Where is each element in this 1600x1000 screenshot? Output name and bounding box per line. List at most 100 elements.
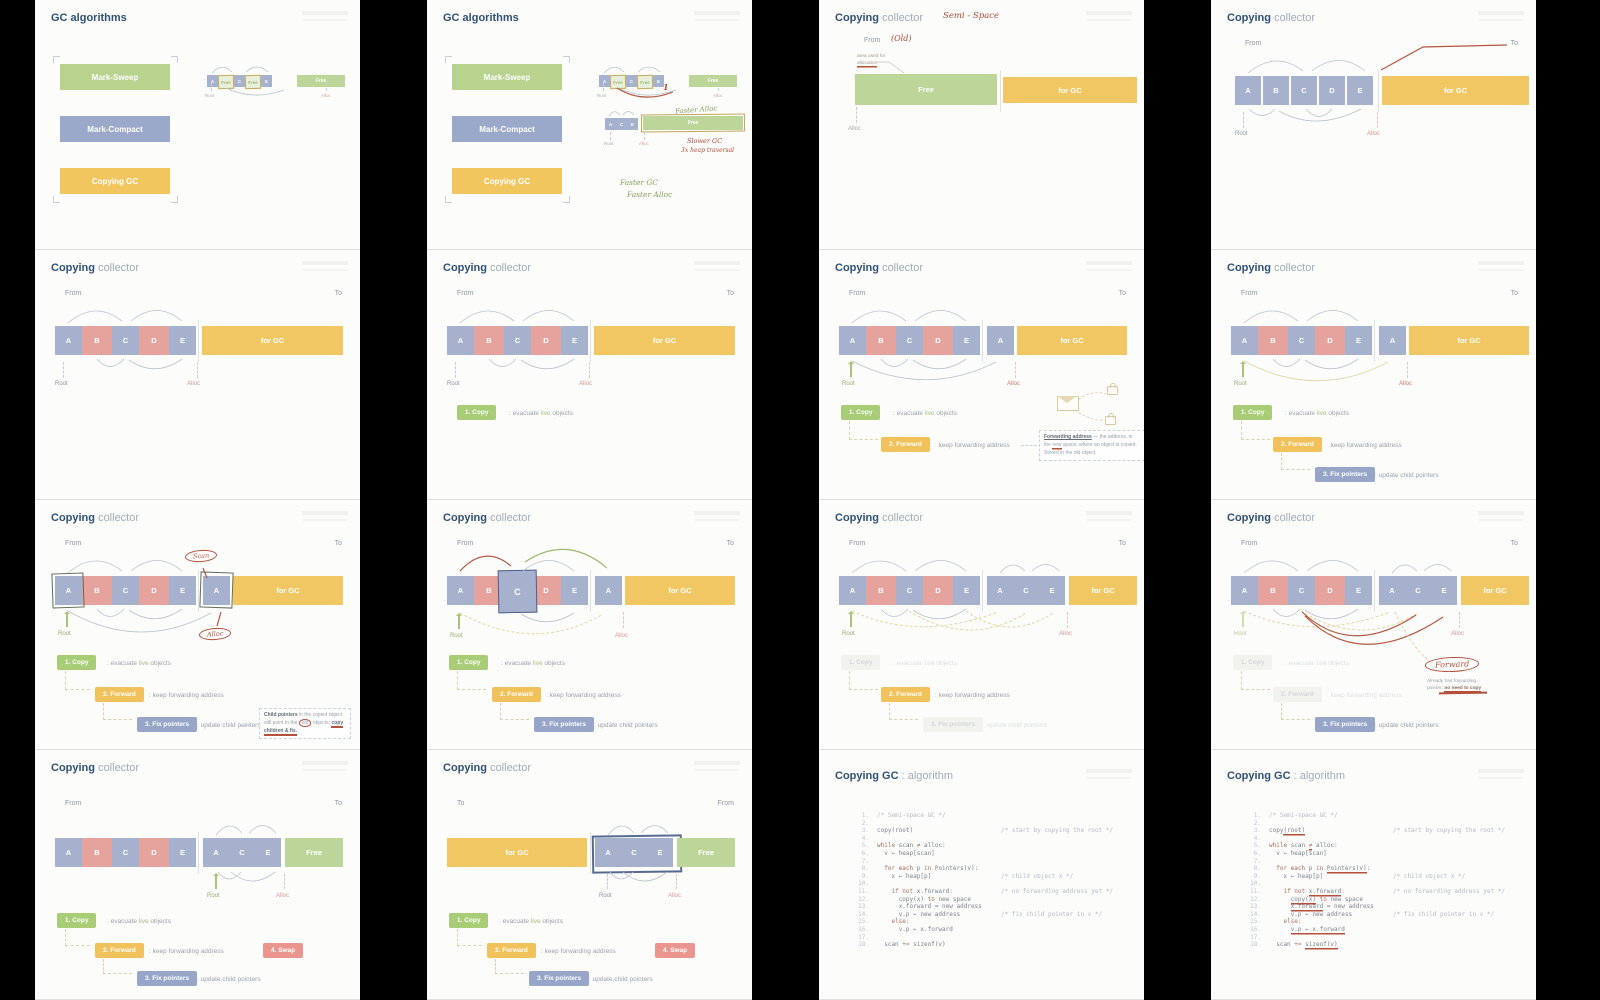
pointer-arcs-svg [215,825,277,882]
heap-cell-c: C [229,838,255,867]
heap-cell-a: A [203,838,229,867]
hand-faster-alloc: Faster Alloc [627,190,673,199]
step-connector [65,671,90,690]
step-copy-chip: 1. Copy [57,655,97,670]
slide-copying-gc-algorithm-marked[interactable]: Copying GC : algorithm 1./* Semi-space G… [1211,750,1536,1000]
code-line-14: 14. v.p ← new address/* fix child pointe… [1250,910,1495,918]
code-line-8: 8. for each p in Pointers(v): [861,865,979,873]
root-pointer-line [455,362,456,378]
slide-column-1: GC algorithms Mark-Sweep Mark-Compact Co… [35,0,360,1000]
heap-cell-b: B [82,326,112,355]
step-copy-desc: : evacuate live objects [893,410,957,417]
root-label: Root [597,93,607,98]
heap-cell-c: C [616,118,627,130]
slide-gc-algorithms-annotated[interactable]: GC algorithms Mark-Sweep Mark-Compact Co… [427,0,752,250]
heap-cell-c: C [234,75,245,87]
code-line-15: 15. else: [858,918,910,926]
heap-cell-a: A [1231,326,1258,355]
space-divider [198,832,199,874]
bracket-corner [53,196,60,203]
code-line-18: 18. scan += sizeof(v) [1250,941,1338,949]
step-copy-desc: : evacuate live objects [501,660,565,667]
heap-cell-a: A [599,75,610,87]
heap-cell-e: E [1345,326,1372,355]
to-space-box: for GC [625,576,735,605]
step-connector [495,959,524,974]
space-divider [590,832,591,874]
to-space-box: for GC [202,326,343,355]
root-pointer-line [603,83,604,91]
from-label: From [717,800,734,807]
root-label: Root [447,381,460,387]
lock-icon [1105,413,1116,425]
step-forward-desc: : keep forwarding address [935,692,1010,699]
code-line-1: 1./* Semi-space GC */ [1253,812,1338,819]
to-space-box: for GC [1069,576,1137,605]
watermark [1478,261,1524,265]
code-line-17: 17. [858,933,869,941]
step-swap-chip: 4. Swap [655,943,696,958]
code-line-10: 10. [1250,880,1261,888]
mark-sweep-box: Mark-Sweep [452,64,562,90]
step-fix-chip-dim: 3. Fix pointers [923,717,984,732]
pointer-arcs-svg [607,825,669,882]
heap-cell-c: C [896,326,923,355]
red-scribble [1438,691,1488,695]
slide-gc-algorithms[interactable]: GC algorithms Mark-Sweep Mark-Compact Co… [35,0,360,250]
page-title: Copying collector [443,762,532,774]
heap-cell-d: D [1315,326,1345,355]
step-forward-desc: : keep forwarding address [1327,442,1402,449]
step-fix-desc: : update child pointers [1375,722,1439,729]
from-label: From [849,290,866,297]
mark-sweep-box: Mark-Sweep [60,64,170,90]
to-space-copied-a: A [1379,326,1406,355]
slide-copying-gc-algorithm[interactable]: Copying GC : algorithm 1./* Semi-space G… [819,750,1144,1000]
alloc-label: Alloc [1367,131,1381,137]
code-line-18: 18. scan += sizeof(v) [858,941,946,949]
heap-cell-b: B [1258,326,1288,355]
slide-semi-space[interactable]: Copying collector Semi - Space From (Old… [819,0,1144,250]
step-forward-desc-dim: : keep forwarding address [1327,692,1402,699]
step-forward-chip: 2. Forward [95,943,144,958]
from-label: From [1241,290,1258,297]
to-label: To [334,800,342,807]
code-line-2: 2. [861,819,869,827]
step-connector [1281,703,1310,720]
bracket-corner [445,196,452,203]
heap-cell-a: A [839,326,866,355]
slide-column-3: Copying collector Semi - Space From (Old… [819,0,1144,1000]
step-forward-desc: : keep forwarding address [541,948,616,955]
hand-box-from-a [51,572,85,609]
step-fix-chip: 3. Fix pointers [1315,467,1376,482]
root-label: Root [599,893,612,899]
hand-semi-space: Semi - Space [943,11,1000,21]
step-forward-chip: 2. Forward [492,687,541,702]
watermark [694,761,740,765]
hand-box-to-a [199,571,234,609]
from-label: From [864,37,881,44]
hand-faster-gc: Faster GC [620,178,659,187]
heap-cell-d: D [923,576,953,605]
slide-column-2: GC algorithms Mark-Sweep Mark-Compact Co… [427,0,752,1000]
alloc-label: Alloc [639,141,649,146]
alloc-label: Alloc [1007,381,1021,387]
space-divider [590,570,591,612]
heap-cell-c: C [504,326,531,355]
heap-cell-free: Free [636,74,654,90]
heap-cell-e: E [255,838,281,867]
